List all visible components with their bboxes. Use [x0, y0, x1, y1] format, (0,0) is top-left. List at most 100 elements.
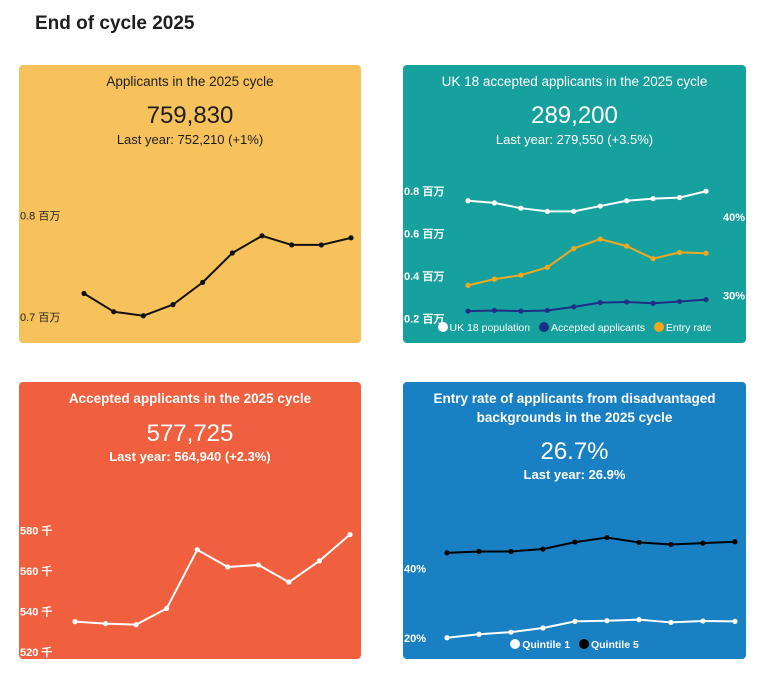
uk-18-population-point[interactable]	[650, 196, 656, 202]
accepted-point[interactable]	[102, 621, 109, 627]
entry-rate-point[interactable]	[571, 245, 577, 252]
quintile-1-point[interactable]	[732, 618, 738, 624]
quintile-1-point[interactable]	[444, 635, 450, 641]
quintile-5-point[interactable]	[732, 539, 738, 545]
quintile-1-point[interactable]	[636, 617, 642, 623]
y2-tick-label: 40%	[723, 212, 745, 224]
y-tick-label: 540 千	[20, 605, 52, 619]
applicants-point[interactable]	[259, 233, 265, 239]
applicants-point[interactable]	[348, 235, 354, 241]
applicants-point[interactable]	[200, 279, 206, 285]
applicants-point[interactable]	[229, 250, 235, 256]
accepted-point[interactable]	[225, 564, 231, 570]
entry-rate-point[interactable]	[544, 264, 550, 270]
quintile-5-point[interactable]	[700, 540, 706, 546]
accepted-applicants-point[interactable]	[624, 299, 630, 305]
accepted-applicants-point[interactable]	[650, 300, 656, 306]
legend-label: UK 18 population	[449, 322, 531, 334]
card-title-line: backgrounds in the 2025 cycle	[476, 410, 673, 425]
uk-18-population-point[interactable]	[597, 203, 603, 209]
uk-18-population-point[interactable]	[624, 198, 630, 204]
legend-label: Quintile 1	[522, 639, 571, 651]
quintile-5-point[interactable]	[604, 534, 610, 541]
accepted-applicants-point[interactable]	[597, 300, 603, 306]
quintile-1-point[interactable]	[604, 618, 610, 624]
disadvantaged-card: Entry rate of applicants from disadvanta…	[403, 382, 746, 659]
card-title: Entry rate of applicants from disadvanta…	[403, 389, 746, 427]
uk-18-population-point[interactable]	[491, 200, 498, 206]
entry-rate-point[interactable]	[597, 236, 603, 242]
accepted-point[interactable]	[316, 558, 323, 564]
y-tick-label: 20%	[404, 633, 426, 645]
applicants-card: Applicants in the 2025 cycle 759,830 Las…	[19, 65, 361, 343]
y-tick-label: 0.6 百万	[404, 228, 444, 241]
accepted-applicants-point[interactable]	[676, 298, 683, 305]
applicants-point[interactable]	[289, 242, 295, 248]
applicants-point[interactable]	[140, 313, 146, 319]
accepted-applicants-point[interactable]	[544, 307, 550, 314]
entry-rate-point[interactable]	[465, 282, 471, 288]
card-title: UK 18 accepted applicants in the 2025 cy…	[441, 74, 708, 89]
quintile-1-point[interactable]	[476, 631, 482, 637]
accepted-applicants-point[interactable]	[703, 296, 709, 303]
quintile-5-point[interactable]	[476, 548, 482, 555]
legend-item-quintile-1[interactable]: Quintile 1	[510, 639, 570, 651]
quintile-5-line	[446, 536, 736, 554]
y-tick-label: 0.8 百万	[20, 211, 60, 223]
legend-label: Entry rate	[665, 322, 712, 334]
entry-rate-point[interactable]	[491, 276, 498, 282]
y-tick-label: 580 千	[20, 524, 52, 538]
headline-value: 289,200	[531, 102, 618, 129]
headline-value: 26.7%	[540, 438, 609, 465]
uk-18-population-point[interactable]	[544, 208, 550, 214]
quintile-5-point[interactable]	[636, 539, 642, 546]
entry-rate-point[interactable]	[624, 243, 630, 249]
entry-rate-point[interactable]	[518, 272, 524, 278]
uk-18-population-point[interactable]	[703, 188, 709, 194]
accepted-point[interactable]	[286, 579, 292, 585]
entry-rate-line	[467, 238, 707, 287]
entry-rate-point[interactable]	[650, 256, 656, 262]
legend-item-quintile-5[interactable]: Quintile 5	[578, 639, 639, 651]
quintile-5-point[interactable]	[540, 546, 546, 552]
applicants-point[interactable]	[318, 242, 324, 248]
accepted-applicants-point[interactable]	[465, 308, 471, 314]
legend-item-uk18-population[interactable]: UK 18 population	[437, 322, 531, 334]
card-title: Accepted applicants in the 2025 cycle	[68, 391, 312, 406]
applicants-point[interactable]	[81, 290, 87, 297]
legend-item-accepted-applicants[interactable]: Accepted applicants	[539, 322, 645, 334]
accepted-point[interactable]	[194, 547, 200, 553]
quintile-1-point[interactable]	[668, 619, 674, 626]
quintile-1-point[interactable]	[508, 629, 514, 635]
accepted-point[interactable]	[133, 622, 139, 628]
quintile-5-point[interactable]	[508, 548, 514, 555]
legend-item-entry-rate[interactable]: Entry rate	[653, 322, 712, 334]
applicants-line	[83, 234, 352, 317]
entry-rate-point[interactable]	[676, 249, 683, 256]
uk-18-population-point[interactable]	[465, 198, 471, 204]
uk-18-population-point[interactable]	[676, 194, 683, 201]
accepted-point[interactable]	[347, 531, 353, 538]
page-title: End of cycle 2025	[35, 13, 195, 34]
accepted-chart: 580 千 560 千 540 千 520 千	[20, 524, 353, 659]
accepted-applicants-point[interactable]	[571, 304, 577, 310]
quintile-5-point[interactable]	[444, 550, 450, 556]
quintile-5-point[interactable]	[668, 541, 674, 548]
accepted-point[interactable]	[72, 619, 78, 625]
quintile-5-point[interactable]	[572, 539, 578, 545]
quintile-1-point[interactable]	[540, 625, 546, 631]
quintile-1-point[interactable]	[572, 618, 578, 624]
entry-rate-point[interactable]	[703, 250, 709, 256]
quintile-1-point[interactable]	[700, 618, 706, 624]
last-year-value: Last year: 279,550 (+3.5%)	[495, 132, 654, 147]
legend-label: Quintile 5	[590, 639, 639, 651]
applicants-point[interactable]	[170, 302, 176, 308]
uk-18-population-point[interactable]	[518, 205, 524, 211]
accepted-applicants-point[interactable]	[518, 308, 524, 314]
uk-18-population-point[interactable]	[571, 208, 577, 214]
accepted-applicants-point[interactable]	[491, 307, 498, 314]
accepted-point[interactable]	[255, 562, 261, 568]
accepted-point[interactable]	[164, 605, 170, 612]
y-tick-label: 40%	[404, 564, 426, 576]
applicants-point[interactable]	[111, 309, 117, 315]
